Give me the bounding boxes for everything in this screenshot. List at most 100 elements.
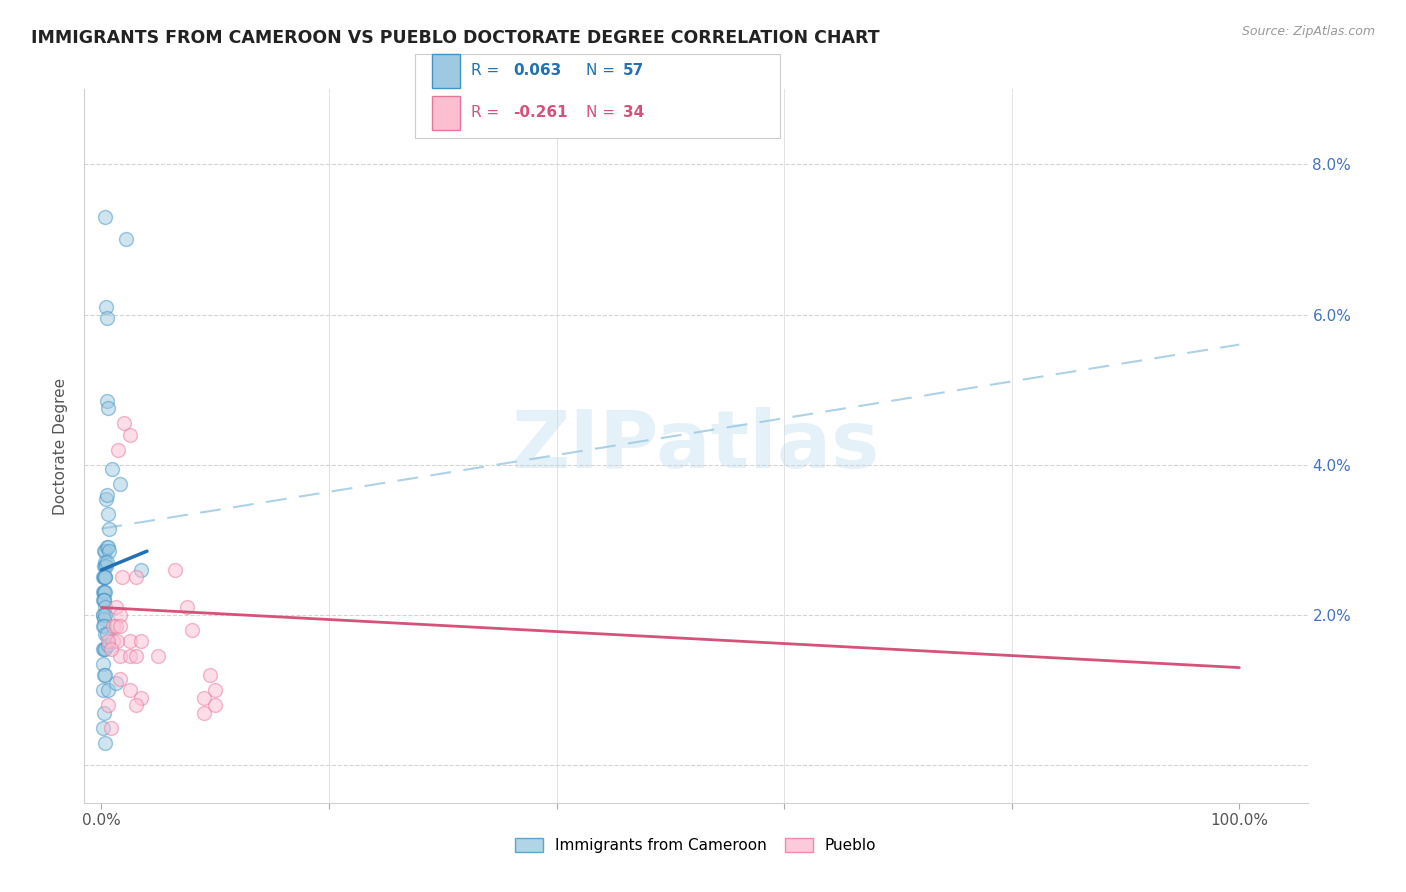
Text: 0.063: 0.063 xyxy=(513,62,561,78)
Point xyxy=(204,683,226,698)
Point xyxy=(97,638,120,652)
Point xyxy=(97,507,120,521)
Point xyxy=(93,612,115,626)
Text: Source: ZipAtlas.com: Source: ZipAtlas.com xyxy=(1241,25,1375,38)
Point xyxy=(124,649,146,664)
Point xyxy=(96,311,118,326)
Point xyxy=(204,698,226,713)
Point xyxy=(93,585,115,599)
Text: 34: 34 xyxy=(623,105,644,120)
Point xyxy=(93,559,115,574)
Point xyxy=(198,668,221,682)
Point xyxy=(108,619,131,633)
Text: R =: R = xyxy=(471,62,499,78)
Point xyxy=(96,393,118,408)
Point xyxy=(111,570,134,584)
Point xyxy=(97,683,120,698)
Point xyxy=(91,570,114,584)
Point xyxy=(148,649,170,664)
Text: ZIPatlas: ZIPatlas xyxy=(512,407,880,485)
Point xyxy=(118,427,141,442)
Point xyxy=(108,607,131,622)
Text: N =: N = xyxy=(586,62,616,78)
Point xyxy=(181,623,204,637)
Text: R =: R = xyxy=(471,105,499,120)
Point xyxy=(94,641,117,656)
Point xyxy=(93,585,115,599)
Point xyxy=(94,736,117,750)
Point xyxy=(129,634,152,648)
Point xyxy=(100,461,122,475)
Point xyxy=(97,401,120,416)
Point xyxy=(93,593,115,607)
Point xyxy=(94,600,117,615)
Point xyxy=(94,491,117,506)
Point xyxy=(97,544,120,558)
Point xyxy=(94,544,117,558)
Y-axis label: Doctorate Degree: Doctorate Degree xyxy=(53,377,69,515)
Point xyxy=(112,417,135,431)
Point xyxy=(97,698,120,713)
Point xyxy=(100,641,122,656)
Point xyxy=(105,600,128,615)
Point xyxy=(93,593,115,607)
Point xyxy=(94,585,117,599)
Point xyxy=(165,563,187,577)
Point xyxy=(91,641,114,656)
Point xyxy=(96,488,118,502)
Point xyxy=(193,706,215,720)
Point xyxy=(101,634,124,648)
Text: N =: N = xyxy=(586,105,616,120)
Point xyxy=(93,641,115,656)
Point xyxy=(94,570,117,584)
Legend: Immigrants from Cameroon, Pueblo: Immigrants from Cameroon, Pueblo xyxy=(509,831,883,859)
Point xyxy=(193,690,215,705)
Point xyxy=(96,541,118,555)
Point xyxy=(93,668,115,682)
Point xyxy=(94,556,117,570)
Point xyxy=(94,559,117,574)
Text: 57: 57 xyxy=(623,62,644,78)
Point xyxy=(94,570,117,584)
Point xyxy=(129,563,152,577)
Text: -0.261: -0.261 xyxy=(513,105,568,120)
Point xyxy=(101,619,124,633)
Point xyxy=(124,698,146,713)
Point xyxy=(94,300,117,314)
Point xyxy=(94,210,117,224)
Point xyxy=(98,522,121,536)
Point xyxy=(105,634,128,648)
Point xyxy=(93,570,115,584)
Point xyxy=(108,649,131,664)
Point xyxy=(108,476,131,491)
Point xyxy=(124,570,146,584)
Point xyxy=(97,541,120,555)
Point xyxy=(91,721,114,735)
Point xyxy=(94,559,117,574)
Point xyxy=(100,721,122,735)
Point xyxy=(94,607,117,622)
Point xyxy=(105,675,128,690)
Point xyxy=(91,607,114,622)
Point xyxy=(96,556,118,570)
Point xyxy=(93,607,115,622)
Point xyxy=(97,634,120,648)
Point xyxy=(91,593,114,607)
Point xyxy=(129,690,152,705)
Point xyxy=(91,657,114,671)
Point xyxy=(118,634,141,648)
Point xyxy=(91,585,114,599)
Point xyxy=(93,706,115,720)
Point xyxy=(93,570,115,584)
Point xyxy=(93,619,115,633)
Point xyxy=(115,232,138,246)
Point xyxy=(105,619,128,633)
Point xyxy=(94,668,117,682)
Point xyxy=(107,442,129,457)
Point xyxy=(94,627,117,641)
Text: IMMIGRANTS FROM CAMEROON VS PUEBLO DOCTORATE DEGREE CORRELATION CHART: IMMIGRANTS FROM CAMEROON VS PUEBLO DOCTO… xyxy=(31,29,880,46)
Point xyxy=(91,683,114,698)
Point xyxy=(118,683,141,698)
Point xyxy=(91,619,114,633)
Point xyxy=(96,627,118,641)
